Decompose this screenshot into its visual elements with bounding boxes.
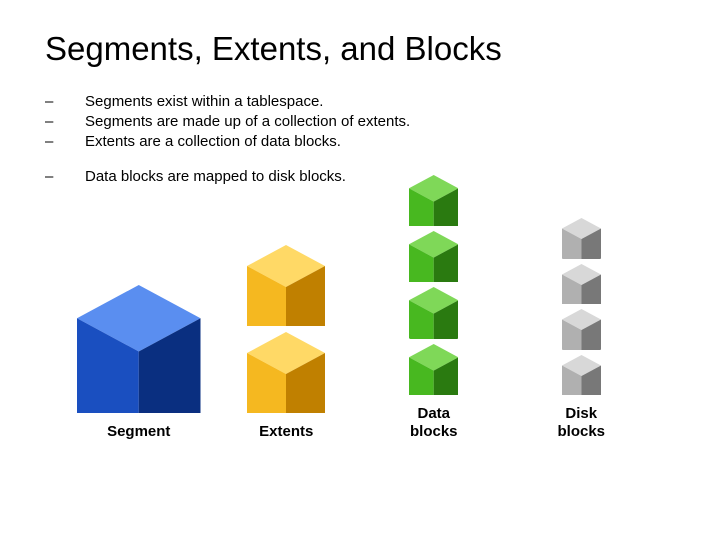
column-diskblocks: Disk blocks bbox=[508, 225, 656, 441]
slide-title: Segments, Extents, and Blocks bbox=[45, 30, 675, 68]
bullet-text: Extents are a collection of data blocks. bbox=[85, 133, 341, 150]
column-label: Extents bbox=[259, 423, 313, 441]
bullet-item: – Segments are made up of a collection o… bbox=[45, 113, 675, 130]
bullet-dash: – bbox=[45, 113, 85, 130]
column-label: Segment bbox=[107, 423, 170, 441]
bullet-item: – Data blocks are mapped to disk blocks. bbox=[45, 168, 675, 185]
diagram-row: Segment Extents Data blocks bbox=[45, 225, 675, 441]
bullet-dash: – bbox=[45, 168, 85, 185]
column-label: Disk blocks bbox=[557, 405, 605, 441]
bullet-text: Segments are made up of a collection of … bbox=[85, 113, 410, 130]
column-extents: Extents bbox=[213, 243, 361, 441]
bullet-item: – Extents are a collection of data block… bbox=[45, 133, 675, 150]
datablocks-cube-icon bbox=[409, 225, 458, 395]
extents-cube-icon bbox=[247, 243, 325, 413]
segment-cube-icon bbox=[77, 243, 201, 413]
bullet-dash: – bbox=[45, 133, 85, 150]
bullet-text: Segments exist within a tablespace. bbox=[85, 93, 323, 110]
bullet-item: – Segments exist within a tablespace. bbox=[45, 93, 675, 110]
column-segment: Segment bbox=[65, 243, 213, 441]
bullet-dash: – bbox=[45, 93, 85, 110]
bullet-list: – Segments exist within a tablespace. – … bbox=[45, 93, 675, 185]
bullet-text: Data blocks are mapped to disk blocks. bbox=[85, 168, 346, 185]
diskblocks-cube-icon bbox=[562, 225, 601, 395]
column-datablocks: Data blocks bbox=[360, 225, 508, 441]
column-label: Data blocks bbox=[410, 405, 458, 441]
